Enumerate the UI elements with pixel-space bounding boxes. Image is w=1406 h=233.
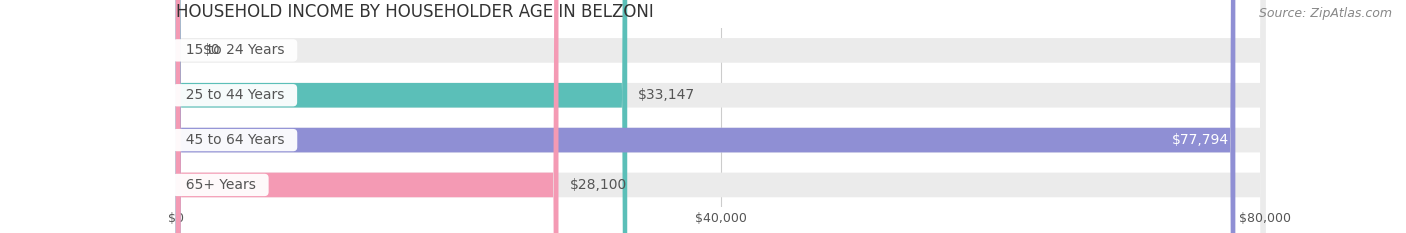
Text: 15 to 24 Years: 15 to 24 Years bbox=[177, 43, 292, 57]
Text: $77,794: $77,794 bbox=[1171, 133, 1229, 147]
FancyBboxPatch shape bbox=[176, 0, 1265, 233]
Text: $33,147: $33,147 bbox=[638, 88, 695, 102]
Text: $28,100: $28,100 bbox=[569, 178, 627, 192]
Text: 25 to 44 Years: 25 to 44 Years bbox=[177, 88, 292, 102]
FancyBboxPatch shape bbox=[176, 0, 627, 233]
FancyBboxPatch shape bbox=[176, 0, 1265, 233]
Text: HOUSEHOLD INCOME BY HOUSEHOLDER AGE IN BELZONI: HOUSEHOLD INCOME BY HOUSEHOLDER AGE IN B… bbox=[176, 3, 654, 21]
Text: $0: $0 bbox=[202, 43, 221, 57]
FancyBboxPatch shape bbox=[176, 0, 558, 233]
FancyBboxPatch shape bbox=[176, 0, 1265, 233]
Text: 45 to 64 Years: 45 to 64 Years bbox=[177, 133, 292, 147]
FancyBboxPatch shape bbox=[176, 0, 1265, 233]
FancyBboxPatch shape bbox=[176, 0, 1236, 233]
Text: 65+ Years: 65+ Years bbox=[177, 178, 264, 192]
Text: Source: ZipAtlas.com: Source: ZipAtlas.com bbox=[1258, 7, 1392, 20]
